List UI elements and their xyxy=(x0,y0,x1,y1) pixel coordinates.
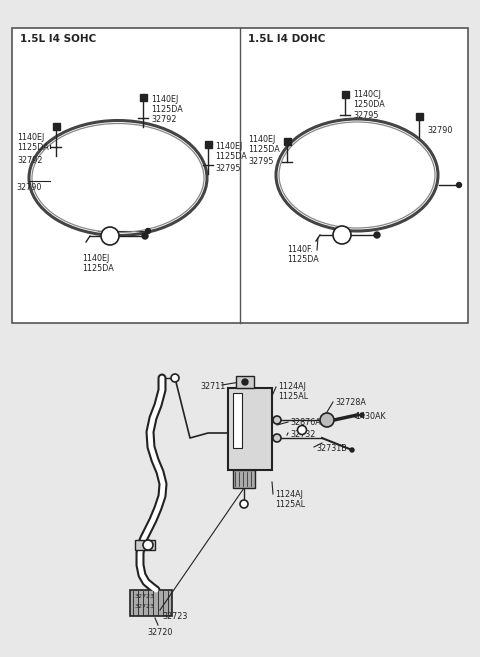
Text: 1140EJ: 1140EJ xyxy=(248,135,275,144)
Text: 32723: 32723 xyxy=(135,594,155,599)
Text: 32795: 32795 xyxy=(248,157,274,166)
Circle shape xyxy=(298,426,307,434)
Circle shape xyxy=(101,227,119,245)
Text: 1.5L I4 DOHC: 1.5L I4 DOHC xyxy=(248,34,325,44)
Text: 32795: 32795 xyxy=(353,111,379,120)
Text: 32792: 32792 xyxy=(17,156,43,165)
Bar xyxy=(52,122,60,129)
Circle shape xyxy=(374,232,380,238)
Text: 1140CJ: 1140CJ xyxy=(353,90,381,99)
Text: 1140EJ: 1140EJ xyxy=(215,142,242,151)
Text: 32720: 32720 xyxy=(147,628,172,637)
Bar xyxy=(228,388,272,470)
Circle shape xyxy=(360,413,364,417)
Text: 32790: 32790 xyxy=(427,126,452,135)
Circle shape xyxy=(240,500,248,508)
Text: 1250DA: 1250DA xyxy=(353,100,385,109)
Circle shape xyxy=(456,183,461,187)
Text: 32790: 32790 xyxy=(16,183,41,192)
Circle shape xyxy=(350,448,354,452)
Text: 1124AJ: 1124AJ xyxy=(275,490,303,499)
Bar xyxy=(284,137,290,145)
Circle shape xyxy=(143,540,153,550)
Circle shape xyxy=(142,233,148,239)
Text: 1140F.: 1140F. xyxy=(287,245,313,254)
Text: 32723: 32723 xyxy=(135,604,155,609)
Circle shape xyxy=(273,416,281,424)
Circle shape xyxy=(320,413,334,427)
Bar xyxy=(233,470,255,488)
Text: 32731B: 32731B xyxy=(316,444,347,453)
Text: 1125AL: 1125AL xyxy=(275,500,305,509)
Circle shape xyxy=(273,434,281,442)
Bar xyxy=(416,112,422,120)
Bar xyxy=(130,590,172,616)
Text: 32792: 32792 xyxy=(151,115,177,124)
Text: 1125AL: 1125AL xyxy=(278,392,308,401)
Text: 1140EJ: 1140EJ xyxy=(82,254,109,263)
Text: 32723: 32723 xyxy=(162,612,187,621)
Bar xyxy=(236,376,254,388)
Circle shape xyxy=(171,374,179,382)
Text: 1124AJ: 1124AJ xyxy=(278,382,306,391)
Text: 1.5L I4 SOHC: 1.5L I4 SOHC xyxy=(20,34,96,44)
Bar xyxy=(12,28,468,323)
Text: 1140EJ: 1140EJ xyxy=(151,95,178,104)
Text: 32728A: 32728A xyxy=(335,398,366,407)
Circle shape xyxy=(145,229,151,233)
Bar xyxy=(233,393,242,448)
Bar xyxy=(135,540,155,550)
Text: 1125DA: 1125DA xyxy=(287,255,319,264)
Text: 32732: 32732 xyxy=(290,430,315,439)
Text: 32876A: 32876A xyxy=(290,418,321,427)
Text: 1125DA: 1125DA xyxy=(215,152,247,161)
Bar xyxy=(204,141,212,148)
Circle shape xyxy=(333,226,351,244)
Text: 1125DA: 1125DA xyxy=(151,105,183,114)
Text: 32711: 32711 xyxy=(200,382,225,391)
Text: 1140EJ: 1140EJ xyxy=(17,133,44,142)
Bar xyxy=(140,93,146,101)
Text: 32795: 32795 xyxy=(215,164,240,173)
Text: 1125DA: 1125DA xyxy=(17,143,49,152)
Circle shape xyxy=(242,379,248,385)
Text: 1125DA: 1125DA xyxy=(248,145,280,154)
Bar xyxy=(341,91,348,97)
Text: 1430AK: 1430AK xyxy=(355,412,385,421)
Text: 1125DA: 1125DA xyxy=(82,264,114,273)
